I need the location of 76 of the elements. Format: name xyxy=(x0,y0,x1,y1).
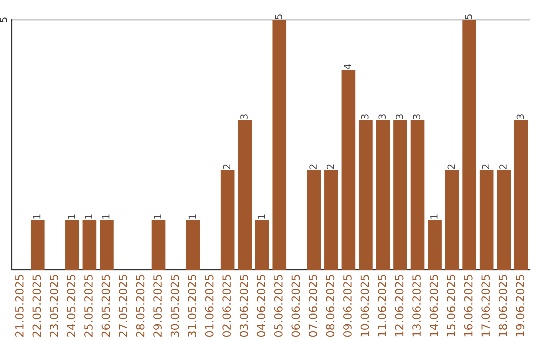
x-tick-label: 13.06.2025 xyxy=(412,275,421,337)
x-tick-label: 28.05.2025 xyxy=(136,275,145,337)
data-label: 2 xyxy=(500,164,507,170)
bar xyxy=(359,120,373,270)
x-tick-label: 30.05.2025 xyxy=(170,275,180,337)
bar xyxy=(497,170,512,270)
data-label: 2 xyxy=(482,164,490,170)
bar xyxy=(255,220,270,270)
data-label: 1 xyxy=(430,214,438,219)
x-tick-label: 27.05.2025 xyxy=(119,275,128,337)
x-tick-label: 31.05.2025 xyxy=(188,275,197,337)
bar xyxy=(376,120,390,270)
data-label: 1 xyxy=(188,214,196,219)
x-tick-label: 17.06.2025 xyxy=(482,275,490,337)
bar xyxy=(307,170,322,270)
x-tick-label: 05.06.2025 xyxy=(274,275,283,338)
bar xyxy=(445,170,460,270)
bar xyxy=(428,220,442,270)
data-label: 2 xyxy=(326,164,334,170)
data-label: 1 xyxy=(258,214,266,219)
x-tick-label: 24.05.2025 xyxy=(67,275,76,337)
bar xyxy=(238,120,252,270)
bar xyxy=(342,70,356,270)
x-tick-label: 11.06.2025 xyxy=(378,275,386,337)
data-label: 4 xyxy=(344,64,352,70)
x-tick-label: 29.05.2025 xyxy=(154,275,162,337)
data-label: 3 xyxy=(378,114,386,120)
bar xyxy=(152,220,166,270)
x-tick-label: 02.06.2025 xyxy=(222,275,232,338)
x-tick-label: 22.05.2025 xyxy=(32,275,42,337)
x-tick-label: 18.06.2025 xyxy=(498,275,508,337)
bar xyxy=(394,120,408,270)
bar xyxy=(410,120,425,270)
data-label: 1 xyxy=(33,214,41,219)
bar xyxy=(220,170,235,270)
data-label: 3 xyxy=(361,114,369,120)
bar xyxy=(462,20,476,270)
data-label: 1 xyxy=(102,214,110,219)
data-label: 2 xyxy=(223,164,231,170)
x-tick-label: 07.06.2025 xyxy=(308,275,318,338)
data-label: 3 xyxy=(413,114,421,120)
x-tick-label: 14.06.2025 xyxy=(430,275,438,337)
x-tick-label: 16.06.2025 xyxy=(464,275,473,337)
x-tick-label: 04.06.2025 xyxy=(257,275,266,338)
x-tick-label: 12.06.2025 xyxy=(395,275,404,337)
data-label: 5 xyxy=(275,14,282,20)
data-label: 3 xyxy=(396,114,404,120)
bar xyxy=(324,170,338,270)
data-label: 3 xyxy=(240,114,248,120)
x-tick-label: 10.06.2025 xyxy=(360,275,370,337)
bar xyxy=(82,220,97,270)
x-tick-label: 08.06.2025 xyxy=(326,275,335,338)
bar xyxy=(514,120,528,270)
data-label: 3 xyxy=(516,114,524,120)
bar xyxy=(66,220,80,270)
x-tick-label: 19.06.2025 xyxy=(516,275,525,337)
data-label: 1 xyxy=(68,214,76,219)
bar xyxy=(30,220,45,270)
x-tick-label: 09.06.2025 xyxy=(344,275,352,338)
bar xyxy=(272,20,287,270)
bar xyxy=(480,170,494,270)
x-tick-label: 26.05.2025 xyxy=(102,275,110,337)
x-tick-label: 01.06.2025 xyxy=(205,275,214,338)
x-tick-label: 21.05.2025 xyxy=(15,275,24,337)
x-tick-label: 06.06.2025 xyxy=(292,275,300,338)
data-label: 2 xyxy=(310,164,317,170)
bar xyxy=(186,220,200,270)
data-label: 1 xyxy=(85,214,92,219)
bar xyxy=(100,220,114,270)
x-tick-label: 15.06.2025 xyxy=(447,275,456,337)
data-label: 1 xyxy=(154,214,162,219)
data-label: 5 xyxy=(465,14,472,20)
x-tick-label: 25.05.2025 xyxy=(84,275,93,337)
data-label: 2 xyxy=(448,164,455,170)
x-tick-label: 23.05.2025 xyxy=(50,275,58,337)
x-tick-label: 03.06.2025 xyxy=(240,275,248,338)
